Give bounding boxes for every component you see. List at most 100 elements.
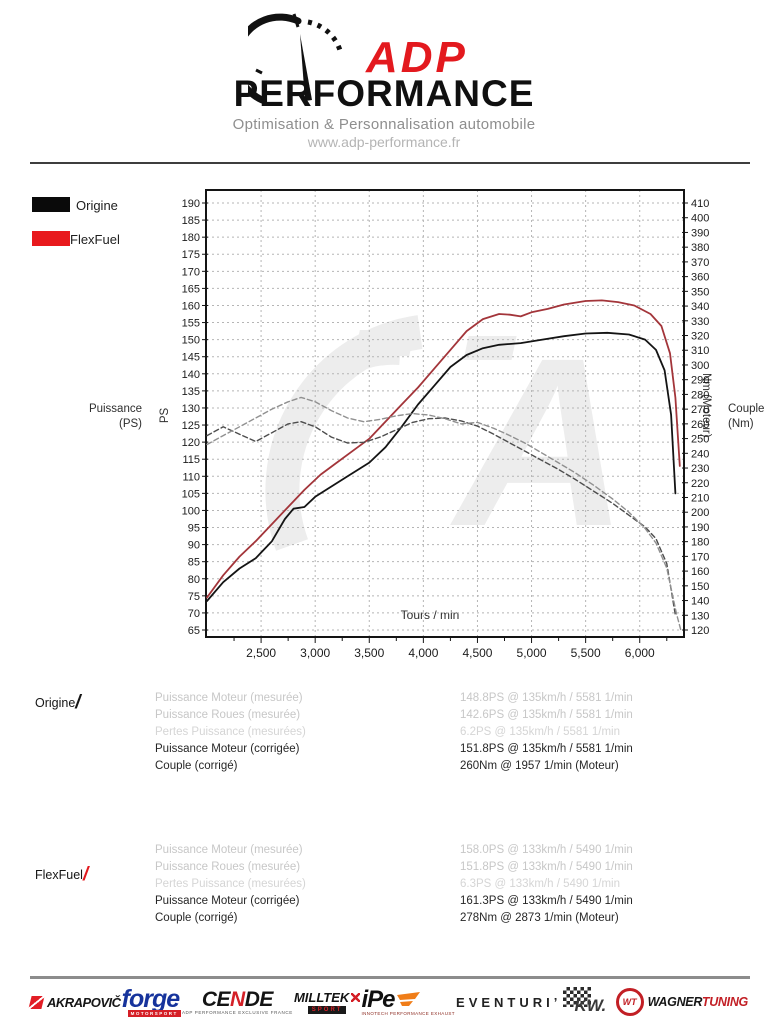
svg-text:120: 120 xyxy=(182,437,200,449)
logo-forge: forge MOTORSPORT xyxy=(121,984,181,1017)
table-row: Puissance Moteur (corrigée) 151.8PS @ 135… xyxy=(155,743,633,755)
table-row: Couple (corrigé) 260Nm @ 1957 1/min (Mote… xyxy=(155,760,619,772)
svg-text:360: 360 xyxy=(691,272,709,284)
svg-text:190: 190 xyxy=(691,522,709,534)
logo-wagnertuning: WT WAGNERTUNING xyxy=(615,988,748,1016)
logo-eventuri: EVENTURI’ xyxy=(456,994,562,1010)
left-axis-title: Puissance (PS) xyxy=(88,402,142,432)
flexfuel-slash: / xyxy=(82,864,89,885)
svg-text:A: A xyxy=(450,308,628,576)
svg-text:380: 380 xyxy=(691,242,709,254)
svg-text:155: 155 xyxy=(182,318,200,330)
svg-text:65: 65 xyxy=(188,625,200,637)
svg-text:2,500: 2,500 xyxy=(246,646,276,660)
svg-text:140: 140 xyxy=(182,369,200,381)
svg-text:4,000: 4,000 xyxy=(408,646,438,660)
legend-swatch-flexfuel xyxy=(32,231,70,246)
origine-name: Origine xyxy=(35,696,76,710)
table-row: Puissance Moteur (mesurée) 158.0PS @ 133k… xyxy=(155,844,633,856)
header-divider xyxy=(30,162,750,164)
logo-ipe: iPe INNOTECH PERFORMANCE EXHAUST xyxy=(361,985,455,1016)
svg-text:5,500: 5,500 xyxy=(571,646,601,660)
left-axis-title-line2: (PS) xyxy=(119,418,142,430)
table-row: Couple (corrigé) 278Nm @ 2873 1/min (Mote… xyxy=(155,912,619,924)
svg-text:125: 125 xyxy=(182,420,200,432)
right-axis-title: Couple (Nm) xyxy=(728,402,768,432)
svg-text:115: 115 xyxy=(182,454,200,466)
svg-text:150: 150 xyxy=(691,581,709,593)
milltek-x-icon xyxy=(351,993,361,1002)
table-row: Pertes Puissance (mesurées) 6.3PS @ 133km… xyxy=(155,878,620,890)
svg-text:180: 180 xyxy=(182,232,200,244)
svg-text:160: 160 xyxy=(691,566,709,578)
svg-text:165: 165 xyxy=(182,283,200,295)
flexfuel-results-table: Puissance Moteur (mesurée) 158.0PS @ 133k… xyxy=(155,842,633,927)
table-row: Puissance Moteur (corrigée) 161.3PS @ 133… xyxy=(155,895,633,907)
svg-text:310: 310 xyxy=(691,345,709,357)
svg-text:190: 190 xyxy=(182,198,200,210)
table-row: Puissance Roues (mesurée) 151.8PS @ 133km… xyxy=(155,861,633,873)
origine-results-title: Origine/ xyxy=(35,691,81,713)
svg-text:390: 390 xyxy=(691,227,709,239)
svg-text:200: 200 xyxy=(691,507,709,519)
svg-text:230: 230 xyxy=(691,463,709,475)
right-axis-title-line2: (Nm) xyxy=(728,418,754,430)
svg-text:85: 85 xyxy=(188,557,200,569)
svg-text:350: 350 xyxy=(691,286,709,298)
brand-performance: PERFORMANCE xyxy=(233,73,535,114)
svg-text:150: 150 xyxy=(182,335,200,347)
akrapovic-arrow-icon xyxy=(28,995,45,1009)
right-axis-title-line1: Couple xyxy=(728,403,765,415)
left-axis-title-line1: Puissance xyxy=(88,403,142,415)
svg-text:320: 320 xyxy=(691,331,709,343)
svg-text:220: 220 xyxy=(691,478,709,490)
origine-slash: / xyxy=(75,692,81,713)
logo-akrapovic: AKRAPOVIČ xyxy=(28,995,121,1010)
logo-cende: CENDE ADP PERFORMANCE EXCLUSIVE FRANCE xyxy=(181,987,293,1015)
svg-text:370: 370 xyxy=(691,257,709,269)
right-axis-unit-rotated: Nm (Moteur) xyxy=(700,373,712,438)
svg-text:90: 90 xyxy=(188,540,200,552)
table-row: Pertes Puissance (mesurées) 6.2PS @ 135km… xyxy=(155,726,620,738)
svg-text:170: 170 xyxy=(182,266,200,278)
svg-text:130: 130 xyxy=(182,403,200,415)
svg-text:100: 100 xyxy=(182,505,200,517)
legend-label-origine: Origine xyxy=(76,198,118,213)
svg-text:140: 140 xyxy=(691,596,709,608)
svg-text:180: 180 xyxy=(691,537,709,549)
table-row: Puissance Roues (mesurée) 142.6PS @ 135km… xyxy=(155,709,633,721)
brand-adp: ADP xyxy=(366,33,468,82)
partner-logos: AKRAPOVIČ forge MOTORSPORT CENDE ADP PER… xyxy=(28,982,748,1022)
origine-results-table: Puissance Moteur (mesurée) 148.8PS @ 135k… xyxy=(155,690,633,775)
x-axis-title: Tours / min xyxy=(400,608,460,622)
svg-text:340: 340 xyxy=(691,301,709,313)
svg-text:185: 185 xyxy=(182,215,200,227)
legend-label-flexfuel: FlexFuel xyxy=(70,232,120,247)
svg-text:110: 110 xyxy=(182,471,200,483)
svg-text:410: 410 xyxy=(691,198,709,210)
flexfuel-name: FlexFuel xyxy=(35,868,83,882)
website-url: www.adp-performance.fr xyxy=(307,134,461,150)
svg-text:70: 70 xyxy=(188,608,200,620)
svg-text:80: 80 xyxy=(188,574,200,586)
svg-text:120: 120 xyxy=(691,625,709,637)
svg-text:105: 105 xyxy=(182,488,200,500)
svg-text:135: 135 xyxy=(182,386,200,398)
svg-text:210: 210 xyxy=(691,492,709,504)
tagline: Optimisation & Personnalisation automobi… xyxy=(232,116,536,133)
svg-text:400: 400 xyxy=(691,213,709,225)
svg-text:5,000: 5,000 xyxy=(517,646,547,660)
logo-milltek: MILLTEK SPORT xyxy=(294,990,361,1014)
svg-text:6,000: 6,000 xyxy=(625,646,655,660)
footer-divider xyxy=(30,976,750,979)
flexfuel-results-title: FlexFuel/ xyxy=(35,863,88,885)
kw-checkered-flag-icon xyxy=(562,987,591,1007)
svg-text:175: 175 xyxy=(182,249,200,261)
logo-kw: KW. xyxy=(562,987,615,1017)
svg-text:95: 95 xyxy=(188,523,200,535)
table-row: Puissance Moteur (mesurée) 148.8PS @ 135k… xyxy=(155,692,633,704)
svg-text:4,500: 4,500 xyxy=(462,646,492,660)
svg-text:3,500: 3,500 xyxy=(354,646,384,660)
svg-text:170: 170 xyxy=(691,551,709,563)
wagner-monogram-icon: WT xyxy=(615,988,644,1016)
